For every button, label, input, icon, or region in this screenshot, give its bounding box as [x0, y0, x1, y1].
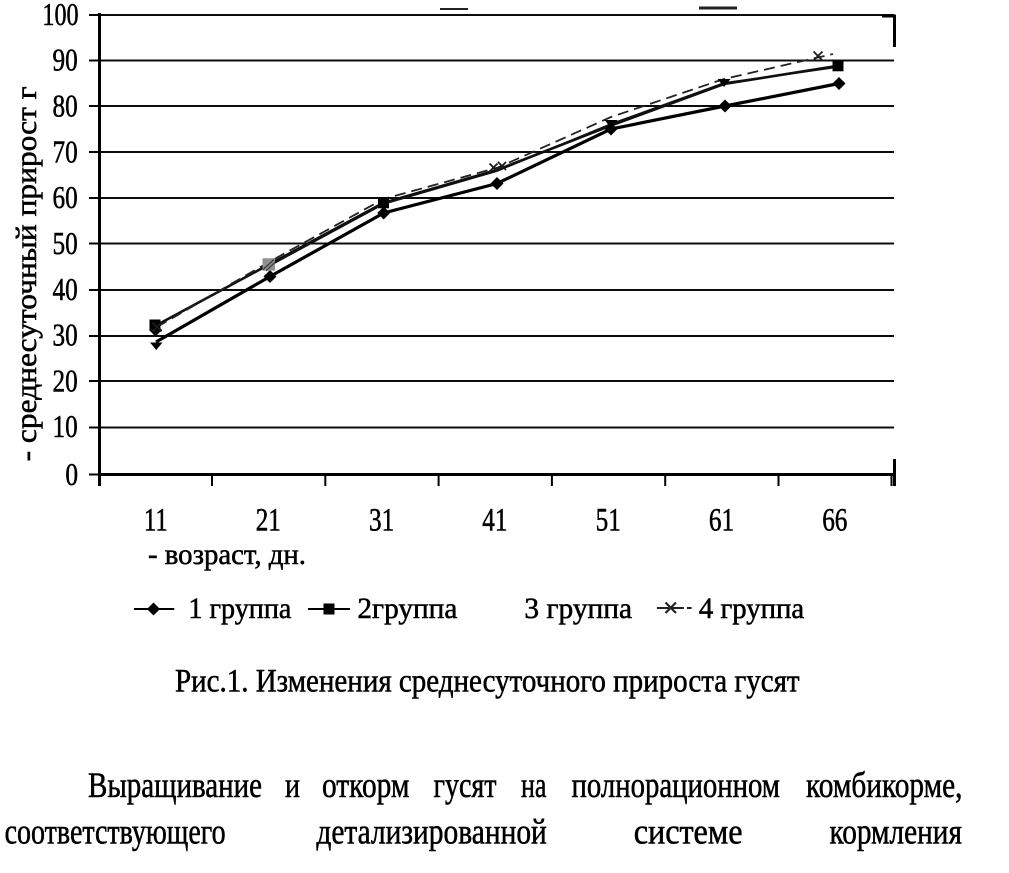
svg-text:30: 30 — [53, 317, 78, 352]
svg-text:11: 11 — [144, 503, 168, 539]
svg-text:31: 31 — [369, 503, 394, 539]
svg-text:80: 80 — [53, 88, 78, 123]
svg-text:кормления: кормления — [830, 811, 962, 851]
svg-text:на: на — [521, 765, 547, 805]
svg-text:соответствующего: соответствующего — [5, 811, 226, 851]
svg-text:61: 61 — [709, 503, 734, 539]
svg-text:41: 41 — [482, 503, 507, 539]
svg-text:60: 60 — [53, 180, 78, 215]
svg-text:системе: системе — [634, 811, 743, 851]
svg-text:1 группа: 1 группа — [188, 593, 291, 625]
svg-text:21: 21 — [256, 503, 281, 539]
svg-text:66: 66 — [822, 503, 847, 539]
svg-text:детализированной: детализированной — [316, 811, 546, 851]
svg-text:100: 100 — [42, 0, 78, 32]
svg-text:90: 90 — [53, 43, 78, 78]
svg-text:комбикорме,: комбикорме, — [806, 765, 963, 805]
svg-text:40: 40 — [53, 272, 78, 307]
svg-text:70: 70 — [53, 134, 78, 169]
svg-text:- возраст, дн.: - возраст, дн. — [148, 538, 306, 571]
svg-text:51: 51 — [596, 503, 621, 539]
svg-text:Выращивание: Выращивание — [88, 765, 262, 805]
svg-text:и: и — [285, 765, 300, 805]
svg-text:20: 20 — [53, 363, 78, 398]
svg-text:Рис.1. Изменения среднесуточно: Рис.1. Изменения среднесуточного прирост… — [175, 664, 800, 700]
svg-text:0: 0 — [65, 457, 78, 492]
svg-text:- среднесуточный прирост г: - среднесуточный прирост г — [10, 86, 43, 461]
svg-text:гусят: гусят — [434, 765, 497, 805]
svg-text:откорм: откорм — [322, 765, 410, 805]
svg-text:полнорационном: полнорационном — [572, 765, 781, 805]
svg-text:50: 50 — [53, 226, 78, 261]
svg-text:4 группа: 4 группа — [699, 593, 804, 625]
svg-text:3 группа: 3 группа — [524, 593, 632, 625]
svg-text:2группа: 2группа — [357, 593, 457, 625]
svg-text:10: 10 — [53, 409, 78, 444]
